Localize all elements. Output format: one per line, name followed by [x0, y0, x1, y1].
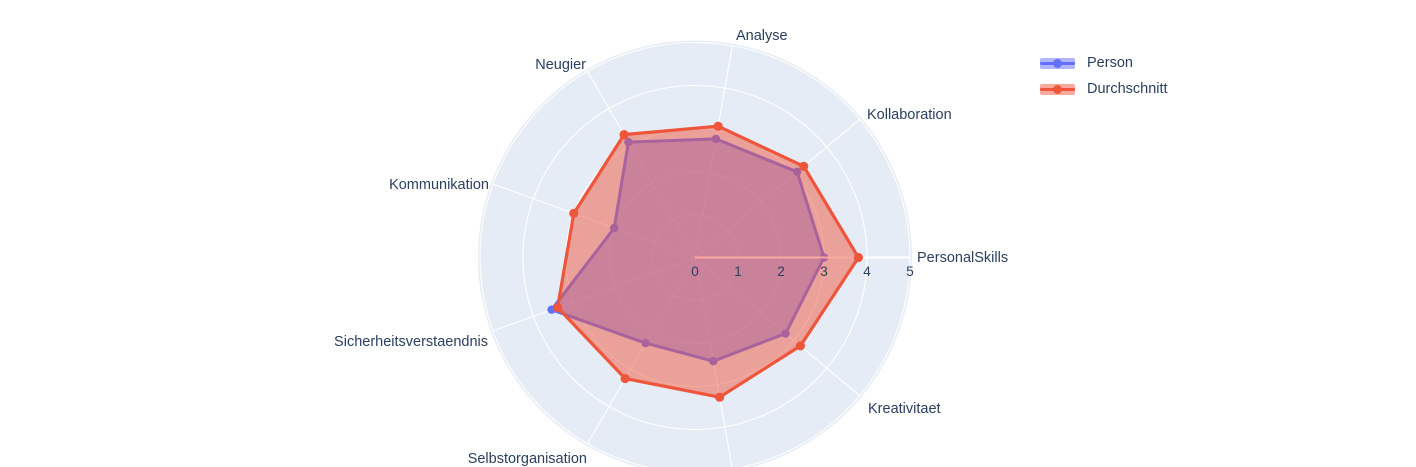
legend-label-person: Person — [1087, 55, 1133, 71]
legend-swatch-person — [1040, 57, 1075, 69]
legend-item-person[interactable]: Person — [1040, 50, 1168, 76]
point-durchschnitt-hidden[interactable] — [715, 392, 725, 402]
axis-label-kollaboration: Kollaboration — [867, 107, 952, 123]
legend-swatch-durchschnitt — [1040, 83, 1075, 95]
axis-labels: PersonalSkills Kollaboration Analyse Neu… — [334, 28, 1008, 467]
legend-item-durchschnitt[interactable]: Durchschnitt — [1040, 76, 1168, 102]
legend: Person Durchschnitt — [1040, 50, 1168, 102]
axis-label-neugier: Neugier — [535, 57, 586, 73]
axis-label-kreativitaet: Kreativitaet — [868, 401, 941, 417]
radial-tick-label-0: 0 — [691, 264, 699, 279]
point-durchschnitt-personalskills[interactable] — [853, 252, 864, 263]
point-durchschnitt-analyse[interactable] — [713, 121, 723, 131]
point-durchschnitt-kreativitaet[interactable] — [795, 341, 806, 351]
point-durchschnitt-kommunikation[interactable] — [569, 208, 579, 218]
radial-tick-label-2: 2 — [777, 264, 785, 279]
radial-tick-label-3: 3 — [820, 264, 828, 279]
radial-tick-labels: 0 1 2 3 4 5 — [691, 264, 914, 279]
point-durchschnitt-neugier[interactable] — [619, 130, 629, 140]
series-durchschnitt-area — [557, 126, 859, 398]
radial-tick-label-1: 1 — [734, 264, 742, 279]
radial-tick-label-4: 4 — [863, 264, 871, 279]
series-layer — [547, 121, 910, 402]
point-durchschnitt-sicherheitsverstaendnis[interactable] — [553, 302, 563, 313]
series-durchschnitt-line — [555, 124, 861, 399]
axis-label-personalskills: PersonalSkills — [917, 250, 1008, 266]
series-durchschnitt — [553, 121, 864, 402]
axis-label-analyse: Analyse — [736, 28, 788, 44]
axis-label-sicherheitsverstaendnis: Sicherheitsverstaendnis — [334, 334, 488, 350]
point-durchschnitt-kollaboration[interactable] — [799, 161, 809, 171]
legend-label-durchschnitt: Durchschnitt — [1087, 81, 1168, 97]
axis-label-selbstorganisation: Selbstorganisation — [468, 451, 587, 467]
point-durchschnitt-selbstorganisation[interactable] — [620, 373, 630, 384]
radial-tick-label-5: 5 — [906, 264, 914, 279]
axis-label-kommunikation: Kommunikation — [389, 177, 489, 193]
